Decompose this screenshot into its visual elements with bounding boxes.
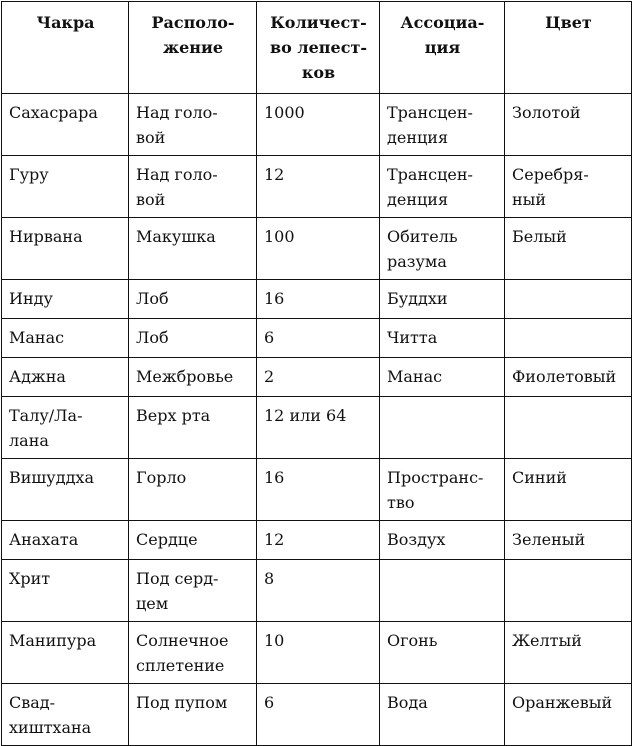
cell-color: Белый	[504, 217, 632, 280]
cell-petals: 10	[256, 621, 380, 684]
table-row: Манипура Солнечное сплетение 10 Огонь Желтый	[1, 621, 632, 684]
cell-petals: 100	[256, 217, 380, 280]
table-row: Вишуддха Горло 16 Пространс- тво Синий	[1, 458, 632, 521]
cell-location: Под серд- цем	[128, 559, 257, 622]
table-row: Аджна Межбровье 2 Манас Фиолетовый	[1, 357, 632, 397]
cell-association: Читта	[379, 318, 505, 358]
cell-petals: 6	[256, 318, 380, 358]
cell-chakra: Аджна	[1, 357, 129, 397]
header-petals: Количест- во лепест- ков	[256, 1, 380, 94]
cell-location: Лоб	[128, 279, 257, 319]
cell-petals: 12	[256, 520, 380, 560]
cell-association: Воздух	[379, 520, 505, 560]
cell-chakra: Свад- хиштхана	[1, 683, 129, 746]
cell-color: Оранжевый	[504, 683, 632, 746]
cell-chakra: Хрит	[1, 559, 129, 622]
table-row: Анахата Сердце 12 Воздух Зеленый	[1, 520, 632, 560]
cell-color: Синий	[504, 458, 632, 521]
cell-location: Под пупом	[128, 683, 257, 746]
cell-color	[504, 318, 632, 358]
cell-chakra: Сахасрара	[1, 93, 129, 156]
cell-association: Вода	[379, 683, 505, 746]
cell-color: Зеленый	[504, 520, 632, 560]
cell-petals: 16	[256, 458, 380, 521]
cell-chakra: Талу/Ла- лана	[1, 396, 129, 459]
cell-location: Над голо- вой	[128, 93, 257, 156]
table-row: Свад- хиштхана Под пупом 6 Вода Оранжевый	[1, 683, 632, 746]
cell-color	[504, 559, 632, 622]
cell-petals: 2	[256, 357, 380, 397]
table-row: Талу/Ла- лана Верх рта 12 или 64	[1, 396, 632, 459]
header-location: Располо- жение	[128, 1, 257, 94]
cell-petals: 12	[256, 155, 380, 218]
cell-petals: 12 или 64	[256, 396, 380, 459]
cell-location: Над голо- вой	[128, 155, 257, 218]
cell-association: Буддхи	[379, 279, 505, 319]
cell-petals: 6	[256, 683, 380, 746]
table-row: Нирвана Макушка 100 Обитель разума Белый	[1, 217, 632, 280]
cell-location: Горло	[128, 458, 257, 521]
header-chakra: Чакра	[1, 1, 129, 94]
table-row: Гуру Над голо- вой 12 Трансцен- денция Сереб…	[1, 155, 632, 218]
table-row: Инду Лоб 16 Буддхи	[1, 279, 632, 319]
cell-color	[504, 279, 632, 319]
cell-chakra: Манас	[1, 318, 129, 358]
table-row: Сахасрара Над голо- вой 1000 Трансцен- денц…	[1, 93, 632, 156]
cell-petals: 8	[256, 559, 380, 622]
cell-chakra: Нирвана	[1, 217, 129, 280]
header-association: Ассоциа- ция	[379, 1, 505, 94]
cell-location: Межбровье	[128, 357, 257, 397]
cell-location: Сердце	[128, 520, 257, 560]
cell-association: Трансцен- денция	[379, 155, 505, 218]
header-row: Чакра Располо- жение Количест- во лепест…	[1, 1, 632, 94]
cell-petals: 1000	[256, 93, 380, 156]
cell-association: Трансцен- денция	[379, 93, 505, 156]
cell-location: Лоб	[128, 318, 257, 358]
cell-color	[504, 396, 632, 459]
cell-chakra: Анахата	[1, 520, 129, 560]
cell-petals: 16	[256, 279, 380, 319]
cell-location: Верх рта	[128, 396, 257, 459]
cell-association	[379, 396, 505, 459]
cell-chakra: Инду	[1, 279, 129, 319]
cell-color: Серебря- ный	[504, 155, 632, 218]
cell-color: Золотой	[504, 93, 632, 156]
table-row: Манас Лоб 6 Читта	[1, 318, 632, 358]
cell-color: Фиолетовый	[504, 357, 632, 397]
cell-color: Желтый	[504, 621, 632, 684]
cell-association: Огонь	[379, 621, 505, 684]
cell-chakra: Вишуддха	[1, 458, 129, 521]
cell-location: Макушка	[128, 217, 257, 280]
cell-location: Солнечное сплетение	[128, 621, 257, 684]
cell-chakra: Манипура	[1, 621, 129, 684]
header-color: Цвет	[504, 1, 632, 94]
cell-association	[379, 559, 505, 622]
cell-chakra: Гуру	[1, 155, 129, 218]
table-row: Хрит Под серд- цем 8	[1, 559, 632, 622]
cell-association: Манас	[379, 357, 505, 397]
cell-association: Пространс- тво	[379, 458, 505, 521]
cell-association: Обитель разума	[379, 217, 505, 280]
